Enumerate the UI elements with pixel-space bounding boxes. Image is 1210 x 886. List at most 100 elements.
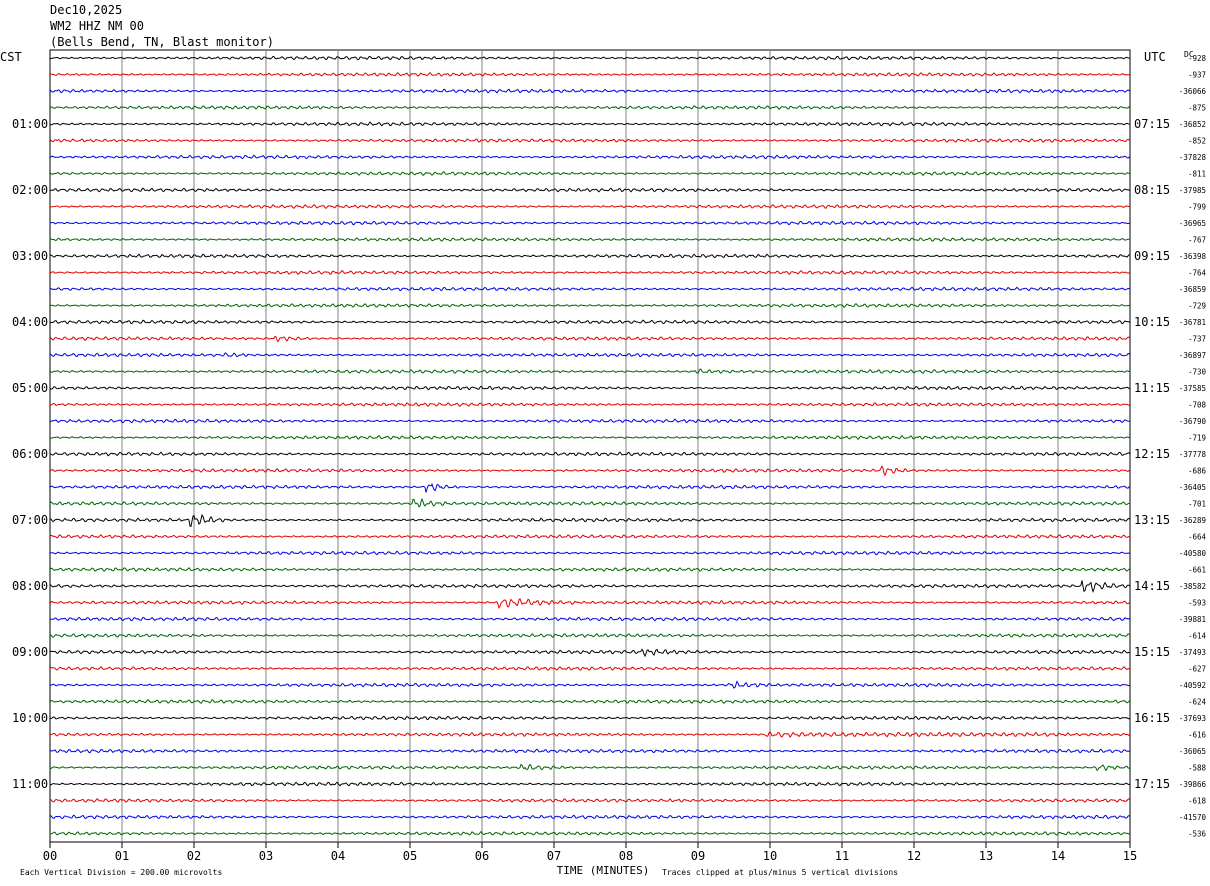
time-grid <box>49 49 1131 843</box>
trace-row <box>49 171 1131 177</box>
dc-offset-label: -536 <box>1188 830 1207 839</box>
x-tick-label: 07 <box>547 849 561 863</box>
dc-offset-label: -686 <box>1188 467 1207 476</box>
x-tick-label: 05 <box>403 849 417 863</box>
plot-date: Dec10,2025 <box>50 3 123 17</box>
hour-label-local: 01:00 <box>12 117 48 131</box>
trace-row <box>49 830 1131 836</box>
trace-row <box>49 72 1131 77</box>
trace-row <box>49 88 1131 94</box>
dc-offset-label: -36065 <box>1179 747 1206 756</box>
dc-offset-label: -708 <box>1188 401 1207 410</box>
dc-offset-label: -624 <box>1188 698 1207 707</box>
dc-offset-label: -614 <box>1188 632 1207 641</box>
trace-row <box>49 680 1131 689</box>
dc-offset-label: -36897 <box>1179 351 1206 360</box>
trace-row <box>49 497 1131 508</box>
trace-row <box>49 798 1131 803</box>
hour-label-local: 06:00 <box>12 447 48 461</box>
dc-offset-label: -37585 <box>1179 384 1206 393</box>
dc-offset-label: -719 <box>1188 434 1206 443</box>
dc-offset-label: -36781 <box>1179 318 1206 327</box>
hour-label-local: 10:00 <box>12 711 48 725</box>
dc-offset-label: -36066 <box>1179 87 1207 96</box>
hour-label-local: 02:00 <box>12 183 48 197</box>
trace-row <box>49 781 1131 787</box>
x-tick-label: 10 <box>763 849 777 863</box>
dc-offset-label: -37828 <box>1179 153 1207 162</box>
trace-row <box>49 138 1131 144</box>
trace-row <box>49 580 1131 593</box>
trace-row <box>49 385 1131 391</box>
x-tick-label: 02 <box>187 849 201 863</box>
dc-offset-label: -39866 <box>1179 780 1207 789</box>
hour-label-utc: 08:15 <box>1134 183 1170 197</box>
trace-row <box>49 368 1131 374</box>
hour-label-local: 09:00 <box>12 645 48 659</box>
utc-timezone-label: UTC <box>1144 50 1166 64</box>
dc-offset-label: -588 <box>1188 764 1207 773</box>
dc-offset-label: -36965 <box>1179 219 1206 228</box>
dc-offset-label: -661 <box>1188 566 1206 575</box>
dc-offset-label: -41570 <box>1179 813 1207 822</box>
trace-row <box>49 286 1131 292</box>
trace-row <box>50 451 1131 457</box>
dc-offset-label: -852 <box>1188 137 1206 146</box>
trace-row <box>49 513 1131 528</box>
trace-row <box>49 731 1131 738</box>
hour-label-local: 08:00 <box>12 579 48 593</box>
trace-row <box>49 418 1131 424</box>
dc-offset-label: -36289 <box>1179 516 1206 525</box>
dc-offset-label: -36859 <box>1179 285 1206 294</box>
trace-row <box>49 237 1131 242</box>
dc-offset-label: -38582 <box>1179 582 1206 591</box>
trace-row <box>49 204 1130 209</box>
hour-label-utc: 16:15 <box>1134 711 1170 725</box>
dc-offset-label: -618 <box>1188 797 1207 806</box>
trace-row <box>49 335 1131 343</box>
trace-row <box>49 534 1130 539</box>
hour-label-local: 03:00 <box>12 249 48 263</box>
dc-offset-label: -36405 <box>1179 483 1206 492</box>
dc-offset-label: -799 <box>1188 203 1206 212</box>
dc-offset-label: -36398 <box>1179 252 1207 261</box>
dc-offset-labels: -928 -937 -36066 -875 -36852 -852 -37828 -811 -3… <box>1179 54 1207 839</box>
station-code: WM2 HHZ NM 00 <box>50 19 144 33</box>
x-tick-label: 08 <box>619 849 633 863</box>
trace-row <box>49 763 1131 772</box>
hour-label-local: 04:00 <box>12 315 48 329</box>
x-axis-title: TIME (MINUTES) <box>557 864 650 877</box>
hour-label-utc: 07:15 <box>1134 117 1170 131</box>
dc-offset-label: -40592 <box>1179 681 1206 690</box>
hour-label-utc: 13:15 <box>1134 513 1170 527</box>
dc-offset-label: -37985 <box>1179 186 1206 195</box>
seismic-traces <box>49 55 1131 836</box>
trace-row <box>49 154 1131 160</box>
dc-offset-label: -811 <box>1188 170 1206 179</box>
hour-label-utc: 17:15 <box>1134 777 1170 791</box>
dc-offset-label: -593 <box>1188 599 1206 608</box>
dc-offset-header: DC <box>1184 50 1194 59</box>
trace-row <box>49 597 1131 609</box>
dc-offset-label: -37693 <box>1179 714 1206 723</box>
hour-label-utc: 12:15 <box>1134 447 1170 461</box>
dc-offset-label: -37778 <box>1179 450 1207 459</box>
trace-row <box>50 269 1131 275</box>
x-axis-ticks: 00 01 02 03 04 05 06 07 08 09 10 11 12 13 14 15 <box>43 842 1137 863</box>
x-tick-label: 12 <box>907 849 921 863</box>
x-tick-label: 01 <box>115 849 129 863</box>
dc-offset-label: -39881 <box>1179 615 1206 624</box>
dc-offset-label: -40580 <box>1179 549 1207 558</box>
dc-offset-label: -875 <box>1188 104 1206 113</box>
local-timezone-label: CST <box>0 50 22 64</box>
dc-offset-label: -767 <box>1188 236 1206 245</box>
trace-row <box>49 616 1131 622</box>
trace-row <box>49 567 1131 572</box>
station-location: (Bells Bend, TN, Blast monitor) <box>50 35 274 49</box>
dc-offset-label: -36852 <box>1179 120 1206 129</box>
hour-label-local: 05:00 <box>12 381 48 395</box>
dc-offset-label: -937 <box>1188 71 1206 80</box>
dc-offset-label: -764 <box>1188 269 1207 278</box>
clip-note: Traces clipped at plus/minus 5 vertical … <box>662 868 899 877</box>
